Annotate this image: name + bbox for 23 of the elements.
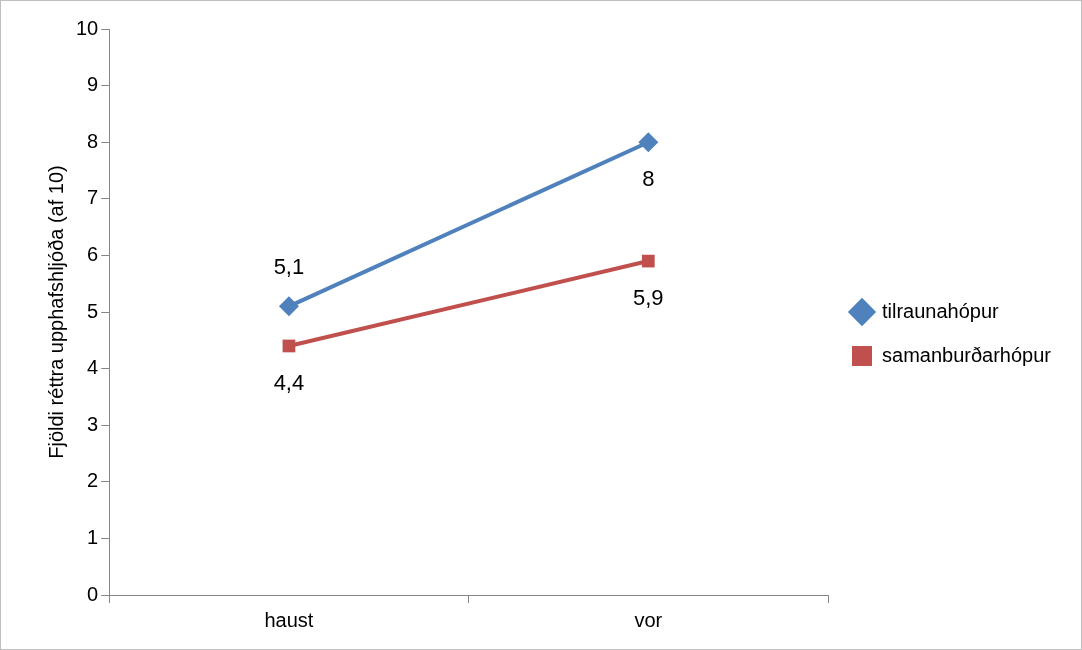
y-tick-label: 4 xyxy=(87,356,99,379)
x-tick-label: haust xyxy=(264,608,314,631)
y-tick-label: 9 xyxy=(87,73,99,96)
y-tick-label: 2 xyxy=(87,469,99,492)
point xyxy=(641,254,655,268)
y-tick-label: 8 xyxy=(87,129,99,152)
legend-label: tilraunahópur xyxy=(882,299,1000,322)
y-tick-label: 10 xyxy=(76,16,99,39)
y-tick-label: 7 xyxy=(87,186,99,209)
point xyxy=(638,132,659,153)
y-tick-label: 5 xyxy=(87,299,99,322)
data-label: 4,4 xyxy=(273,370,305,396)
data-label: 5,9 xyxy=(633,285,664,311)
y-tick-label: 6 xyxy=(87,242,99,265)
legend-label: samanburðarhópur xyxy=(882,343,1052,366)
y-tick-label: 0 xyxy=(87,582,99,605)
point xyxy=(278,296,299,317)
y-tick-label: 3 xyxy=(87,412,99,435)
data-label: 5,1 xyxy=(273,254,305,280)
data-label: 8 xyxy=(642,166,655,192)
x-tick-label: vor xyxy=(634,608,663,631)
y-tick-label: 1 xyxy=(87,525,99,548)
y-axis-title: Fjöldi réttra upphafshljóða (af 10) xyxy=(44,165,67,459)
